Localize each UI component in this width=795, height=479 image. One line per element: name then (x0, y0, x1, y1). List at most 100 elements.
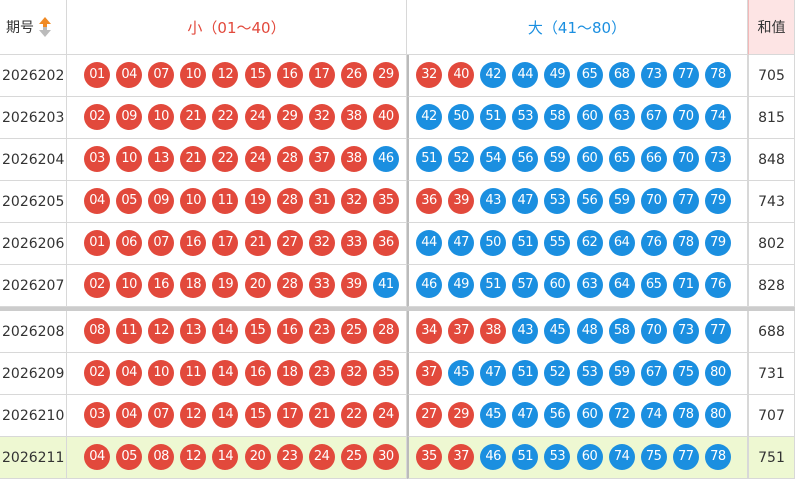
ball: 51 (512, 360, 539, 386)
ball: 77 (672, 444, 699, 470)
ball: 70 (672, 146, 699, 172)
big-cell: 32 40 42 44 49 65 68 73 77 78 (407, 55, 748, 97)
ball: 16 (244, 360, 271, 386)
ball: 43 (480, 188, 507, 214)
ball: 37 (448, 444, 475, 470)
ball: 48 (576, 318, 603, 344)
ball: 70 (640, 188, 667, 214)
ball: 28 (276, 272, 303, 298)
ball: 19 (244, 188, 271, 214)
ball: 56 (512, 146, 539, 172)
ball: 63 (576, 272, 603, 298)
ball: 75 (672, 360, 699, 386)
row: 2026211 04 05 08 12 14 20 23 24 25 30 35 37 46 51 53 60 7… (0, 437, 795, 479)
ball: 04 (116, 62, 143, 88)
big-cell: 51 52 54 56 59 60 65 66 70 73 (407, 139, 748, 181)
ball: 37 (448, 318, 475, 344)
ball: 05 (116, 188, 143, 214)
ball: 79 (704, 188, 731, 214)
small-cell: 03 04 07 12 14 15 17 21 22 24 (67, 395, 407, 437)
ball: 16 (148, 272, 175, 298)
sum-cell: 731 (748, 353, 795, 395)
ball: 60 (576, 146, 603, 172)
ball: 13 (180, 318, 207, 344)
ball: 39 (340, 272, 367, 298)
ball: 79 (704, 230, 731, 256)
row: 2026207 02 10 16 18 19 20 28 33 39 41 46 49 51 57 60 63 6… (0, 265, 795, 307)
ball: 76 (704, 272, 731, 298)
ball: 32 (340, 360, 367, 386)
small-header-text: 小（01～40） (187, 18, 286, 37)
sum: 688 (758, 323, 785, 340)
issue: 2026206 (2, 235, 65, 252)
ball: 21 (308, 402, 335, 428)
ball: 64 (608, 272, 635, 298)
ball: 56 (576, 188, 603, 214)
issue-cell: 2026209 (0, 353, 67, 395)
ball: 04 (84, 188, 110, 214)
ball: 58 (608, 318, 635, 344)
ball: 58 (544, 104, 571, 130)
small-cell: 08 11 12 13 14 15 16 23 25 28 (67, 311, 407, 353)
issue: 2026211 (2, 449, 65, 466)
ball: 60 (576, 444, 603, 470)
sum-cell: 688 (748, 311, 795, 353)
ball: 02 (84, 272, 110, 298)
ball: 50 (480, 230, 507, 256)
ball: 53 (576, 360, 603, 386)
ball: 74 (640, 402, 667, 428)
issue: 2026207 (2, 277, 65, 294)
ball: 38 (340, 146, 367, 172)
row: 2026208 08 11 12 13 14 15 16 23 25 28 34 37 38 43 45 48 5… (0, 311, 795, 353)
ball: 32 (416, 62, 442, 88)
ball: 14 (212, 402, 239, 428)
sum: 751 (758, 449, 785, 466)
sort-icon[interactable] (38, 16, 52, 38)
ball: 78 (704, 444, 731, 470)
ball: 10 (116, 146, 143, 172)
ball: 38 (480, 318, 507, 344)
row: 2026210 03 04 07 12 14 15 17 21 22 24 27 29 45 47 56 60 7… (0, 395, 795, 437)
ball: 51 (480, 104, 507, 130)
issue: 2026204 (2, 151, 65, 168)
row: 2026206 01 06 07 16 17 21 27 32 33 36 44 47 50 51 55 62 6… (0, 223, 795, 265)
ball: 51 (480, 272, 507, 298)
sum: 731 (758, 365, 785, 382)
small-cell: 02 04 10 11 14 16 18 23 32 35 (67, 353, 407, 395)
ball: 51 (512, 444, 539, 470)
sum-header-text: 和值 (757, 20, 786, 36)
ball: 11 (116, 318, 143, 344)
ball: 47 (512, 188, 539, 214)
issue-cell: 2026204 (0, 139, 67, 181)
row: 2026203 02 09 10 21 22 24 29 32 38 40 42 50 51 53 58 60 6… (0, 97, 795, 139)
ball: 62 (576, 230, 603, 256)
small-cell: 01 06 07 16 17 21 27 32 33 36 (67, 223, 407, 265)
small-cell: 02 10 16 18 19 20 28 33 39 41 (67, 265, 407, 307)
ball: 20 (244, 444, 271, 470)
big-cell: 34 37 38 43 45 48 58 70 73 77 (407, 311, 748, 353)
ball: 22 (212, 104, 239, 130)
issue: 2026203 (2, 109, 65, 126)
ball: 23 (308, 318, 335, 344)
sum-cell: 815 (748, 97, 795, 139)
ball: 46 (480, 444, 507, 470)
sum-header: 和值 (748, 0, 795, 55)
sum: 705 (758, 67, 785, 84)
ball: 18 (180, 272, 207, 298)
sum-cell: 848 (748, 139, 795, 181)
ball: 28 (276, 146, 303, 172)
ball: 74 (704, 104, 731, 130)
ball: 51 (416, 146, 442, 172)
ball: 10 (116, 272, 143, 298)
ball: 74 (608, 444, 635, 470)
issue-header[interactable]: 期号 (0, 0, 67, 55)
ball: 80 (704, 402, 731, 428)
ball: 75 (640, 444, 667, 470)
sum-cell: 751 (748, 437, 795, 479)
row: 2026202 01 04 07 10 12 15 16 17 26 29 32 40 42 44 49 65 6… (0, 55, 795, 97)
ball: 17 (308, 62, 335, 88)
small-cell: 02 09 10 21 22 24 29 32 38 40 (67, 97, 407, 139)
ball: 40 (372, 104, 399, 130)
small-cell: 03 10 13 21 22 24 28 37 38 46 (67, 139, 407, 181)
